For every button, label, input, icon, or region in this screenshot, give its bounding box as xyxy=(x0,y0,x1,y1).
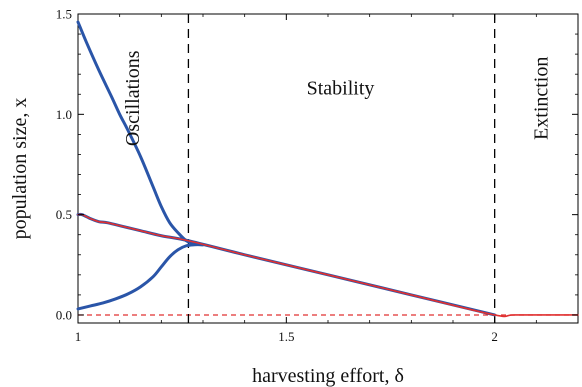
y-tick-label: 0.0 xyxy=(56,307,72,322)
x-tick-label: 1 xyxy=(75,329,82,344)
series-equilibrium-red xyxy=(77,213,579,318)
threshold-layer xyxy=(187,14,496,323)
region-label-stability: Stability xyxy=(307,77,375,99)
tick-layer: 1 1.5 2 0.0 0.5 1.0 1.5 xyxy=(56,7,578,344)
y-axis-title: population size, x xyxy=(9,98,31,240)
x-tick-label: 2 xyxy=(491,329,498,344)
series-layer xyxy=(76,20,579,318)
region-label-extinction: Extinction xyxy=(531,57,553,140)
series-lower-branch xyxy=(76,243,205,311)
y-tick-label: 0.5 xyxy=(56,207,72,222)
region-label-layer: Oscillations Stability Extinction xyxy=(122,50,552,146)
region-label-oscillations: Oscillations xyxy=(122,50,144,146)
x-axis-title: harvesting effort, δ xyxy=(252,365,404,387)
x-tick-label: 1.5 xyxy=(278,329,294,344)
y-tick-label: 1.0 xyxy=(56,107,72,122)
y-tick-label: 1.5 xyxy=(56,7,72,22)
